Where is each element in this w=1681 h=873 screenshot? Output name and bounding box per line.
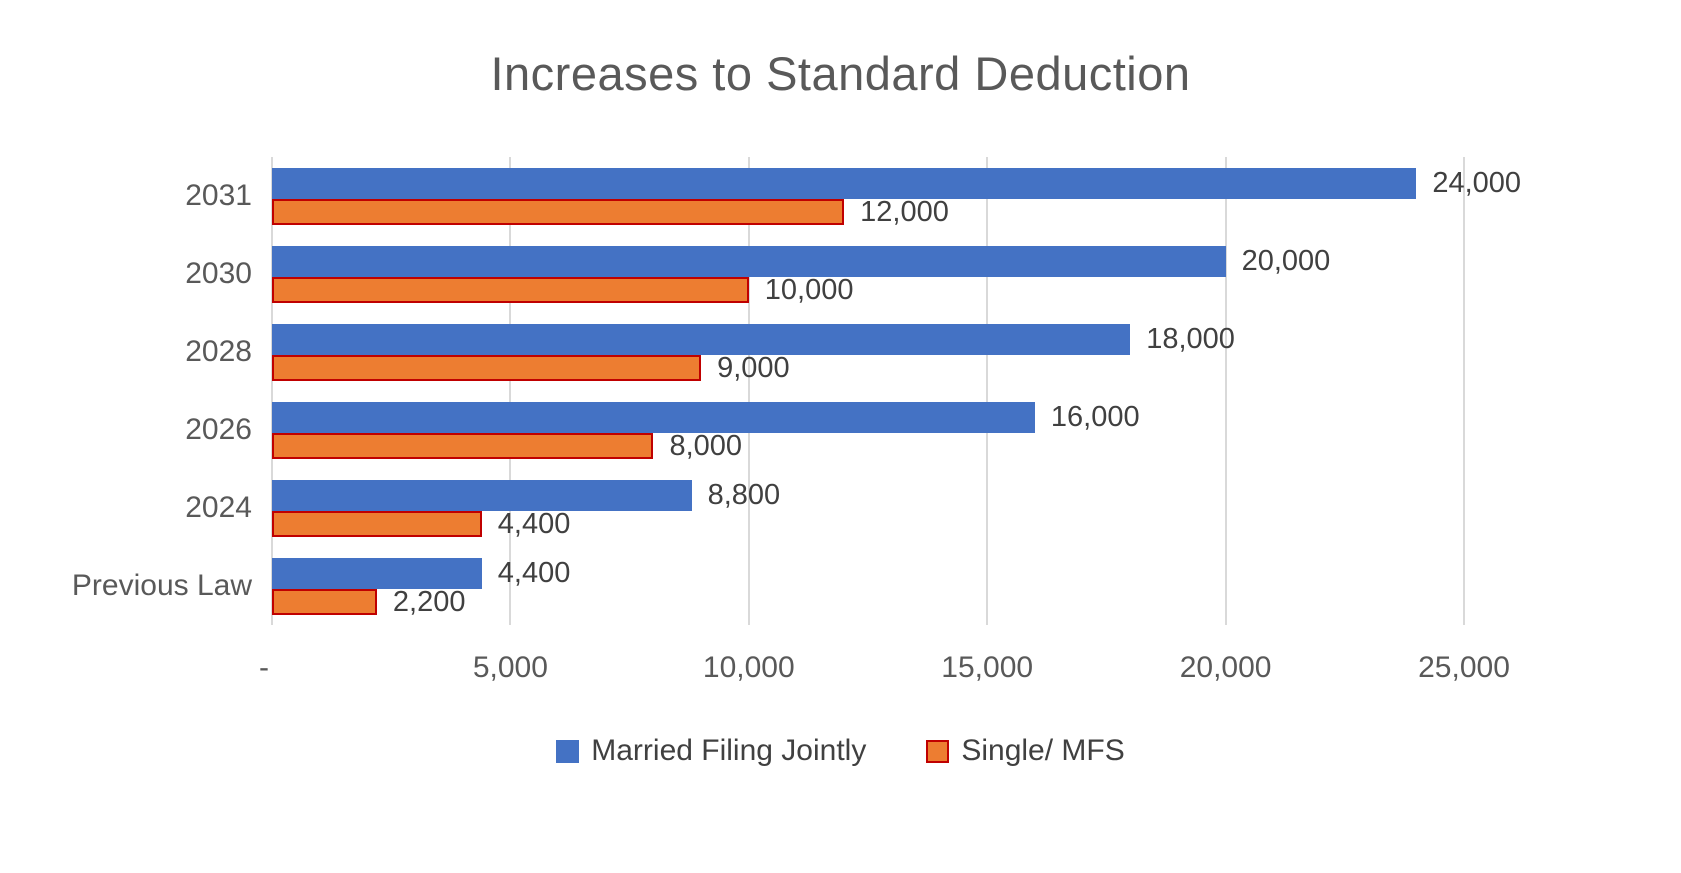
category-label: 2030 bbox=[185, 257, 252, 290]
data-label: 2,200 bbox=[392, 585, 466, 618]
gridline bbox=[747, 157, 750, 625]
x-axis-tick-label: - bbox=[259, 651, 269, 684]
data-label: 8,000 bbox=[669, 429, 743, 462]
category-label: 2024 bbox=[185, 491, 252, 524]
category-label: 2031 bbox=[185, 179, 252, 212]
bar-mfj bbox=[272, 323, 1131, 355]
legend-item: Married Filing Jointly bbox=[556, 736, 866, 766]
bar-mfj bbox=[272, 245, 1226, 277]
x-axis-tick-label: 10,000 bbox=[702, 651, 795, 684]
x-axis-tick-label: 25,000 bbox=[1418, 651, 1510, 684]
category-label: 2028 bbox=[185, 335, 252, 368]
bar-single bbox=[272, 588, 377, 615]
bar-mfj bbox=[272, 401, 1035, 433]
bar-single bbox=[272, 198, 845, 225]
legend-swatch-icon bbox=[926, 739, 950, 763]
x-axis-tick-label: 5,000 bbox=[472, 651, 548, 684]
data-label: 18,000 bbox=[1146, 323, 1235, 355]
category-label: Previous Law bbox=[71, 569, 252, 602]
bar-single bbox=[272, 276, 749, 303]
bar-single bbox=[272, 510, 482, 537]
x-axis-tick-label: 20,000 bbox=[1179, 651, 1272, 684]
legend-swatch-icon bbox=[556, 739, 580, 763]
data-label: 4,400 bbox=[497, 557, 571, 589]
bar-single bbox=[272, 432, 654, 459]
x-axis-tick-label: 15,000 bbox=[941, 651, 1034, 684]
legend: Married Filing Jointly Single/ MFS bbox=[0, 736, 1681, 766]
data-label: 20,000 bbox=[1241, 245, 1331, 277]
data-label: 4,400 bbox=[497, 507, 571, 540]
data-label: 12,000 bbox=[860, 195, 949, 228]
data-label: 10,000 bbox=[764, 273, 854, 306]
gridline bbox=[1463, 157, 1465, 625]
gridline bbox=[271, 157, 273, 625]
data-label: 9,000 bbox=[717, 351, 790, 384]
bar-mfj bbox=[272, 557, 482, 589]
data-label: 24,000 bbox=[1432, 167, 1522, 199]
gridline bbox=[1224, 157, 1227, 625]
data-label: 16,000 bbox=[1050, 401, 1140, 433]
chart-title: Increases to Standard Deduction bbox=[490, 47, 1191, 100]
data-label: 8,800 bbox=[707, 479, 781, 511]
gridline bbox=[986, 157, 989, 625]
bar-mfj bbox=[272, 479, 692, 511]
legend-label: Single/ MFS bbox=[961, 734, 1125, 767]
bar-mfj bbox=[272, 167, 1417, 199]
legend-item: Single/ MFS bbox=[926, 734, 1125, 767]
category-label: 2026 bbox=[185, 413, 252, 446]
bar-single bbox=[272, 354, 702, 381]
legend-label: Married Filing Jointly bbox=[591, 734, 867, 767]
gridline bbox=[509, 157, 512, 625]
